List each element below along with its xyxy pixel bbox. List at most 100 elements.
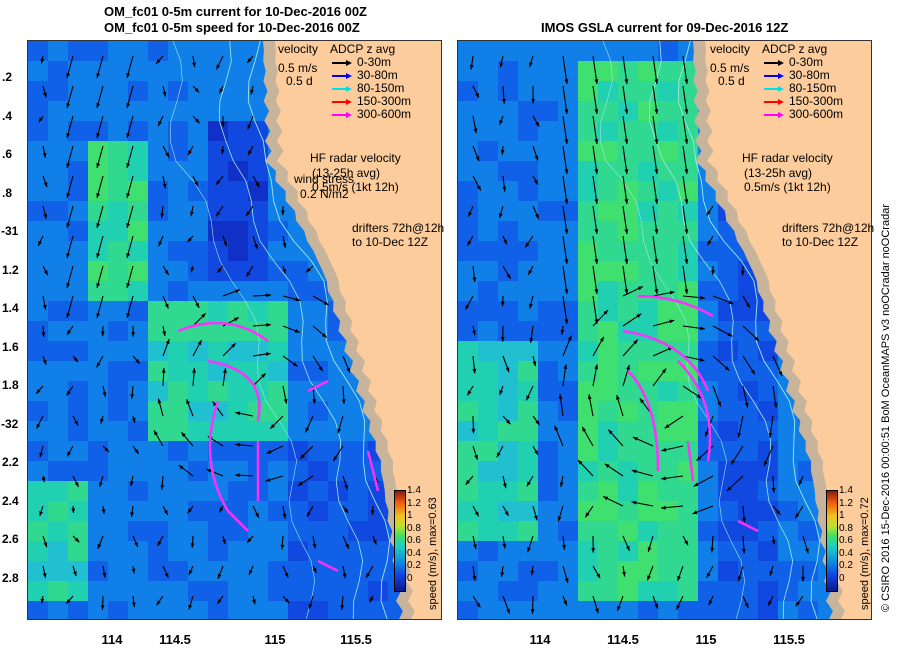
speed-cell (458, 61, 478, 81)
arrow-head (616, 394, 620, 400)
adcp-legend-item: 150-300m (762, 95, 843, 108)
adcp-legend-item: 30-80m (330, 69, 411, 82)
arrow-head (216, 64, 221, 70)
arrow-head (42, 573, 47, 579)
arrow-head (160, 213, 165, 219)
speed-cell (558, 121, 578, 141)
x-tick-label: 115.5 (340, 632, 372, 647)
speed-cell (498, 341, 518, 361)
speed-cell (738, 421, 758, 441)
arrow-head (594, 169, 599, 174)
arrow-head (247, 124, 252, 130)
arrow-head (126, 103, 131, 108)
speed-cell (478, 221, 498, 241)
x-tick-label: 114 (101, 632, 123, 647)
speed-cell (758, 541, 778, 561)
speed-cell (678, 521, 698, 541)
speed-cell (228, 61, 248, 81)
right-drifters: drifters 72h@12h (782, 221, 875, 235)
speed-cell (518, 561, 538, 581)
arrow-head (505, 367, 510, 373)
bathymetry-contour (247, 41, 391, 619)
speed-cell (288, 441, 308, 461)
speed-cell (48, 261, 68, 281)
speed-cell (498, 421, 518, 441)
speed-cell (328, 601, 348, 619)
speed-cell (658, 381, 678, 401)
speed-cell (618, 601, 638, 619)
speed-cell (558, 461, 578, 481)
speed-cell (68, 241, 88, 261)
speed-cell (718, 601, 738, 619)
speed-cell (128, 281, 148, 301)
speed-cell (698, 601, 718, 619)
speed-cell (698, 541, 718, 561)
arrow-head (300, 454, 305, 459)
arrow-head (195, 302, 200, 308)
current-arrow (682, 55, 688, 85)
arrow-head (246, 271, 251, 277)
speed-cell (248, 221, 268, 241)
speed-cell (108, 321, 128, 341)
arrow-head (745, 302, 750, 308)
speed-cell (498, 321, 518, 341)
speed-cell (28, 121, 48, 141)
speed-cell (188, 101, 208, 121)
current-arrow (622, 115, 628, 145)
speed-cell (288, 341, 308, 361)
speed-cell (308, 441, 328, 461)
arrow-head (559, 482, 564, 488)
speed-cell (498, 61, 518, 81)
arrow-head (654, 199, 659, 204)
speed-cell (168, 381, 188, 401)
arrow-head (66, 163, 71, 168)
speed-cell (348, 541, 368, 561)
left-hf-title: HF radar velocity (310, 151, 401, 165)
speed-cell (88, 541, 108, 561)
speed-cell (738, 501, 758, 521)
speed-cell (478, 421, 498, 441)
speed-cell (48, 301, 68, 321)
speed-cell (68, 141, 88, 161)
speed-cell (48, 521, 68, 541)
arrow-head (96, 223, 101, 228)
arrow-head (532, 361, 537, 367)
speed-cell (498, 461, 518, 481)
speed-cell (738, 541, 758, 561)
speed-cell (518, 361, 538, 381)
arrow-head (624, 289, 629, 294)
speed-cell (538, 41, 558, 61)
arrow-head (805, 548, 809, 554)
speed-cell (578, 441, 598, 461)
arrow-head (692, 510, 698, 515)
speed-cell (188, 141, 208, 161)
current-arrow (652, 205, 658, 235)
speed-cell (168, 521, 188, 541)
speed-cell (478, 241, 498, 261)
arrow-head (74, 537, 80, 543)
speed-cell (678, 241, 698, 261)
arrow-head (102, 572, 107, 578)
speed-cell (578, 481, 598, 501)
credit-text: © CSIRO 2016 15-Dec-2016 00:00:51 BoM Oc… (880, 204, 892, 612)
speed-cell (498, 181, 518, 201)
speed-cell (228, 581, 248, 601)
arrow-head (740, 270, 745, 276)
left-hf-scale: 0.5m/s (1kt 12h) (312, 180, 399, 194)
speed-cell (458, 281, 478, 301)
speed-cell (88, 41, 108, 61)
speed-cell (108, 41, 128, 61)
arrow-head (160, 484, 165, 490)
arrow-head (472, 368, 477, 374)
speed-cell (618, 121, 638, 141)
arrow-head (206, 469, 212, 473)
adcp-legend-label: 80-150m (789, 81, 837, 95)
speed-cell (128, 521, 148, 541)
speed-cell (148, 581, 168, 601)
arrow-head (249, 569, 253, 575)
drifter-track (177, 321, 269, 343)
speed-cell (88, 301, 108, 321)
arrow-head (737, 432, 742, 438)
arrow-head (135, 358, 140, 364)
speed-cell (678, 221, 698, 241)
